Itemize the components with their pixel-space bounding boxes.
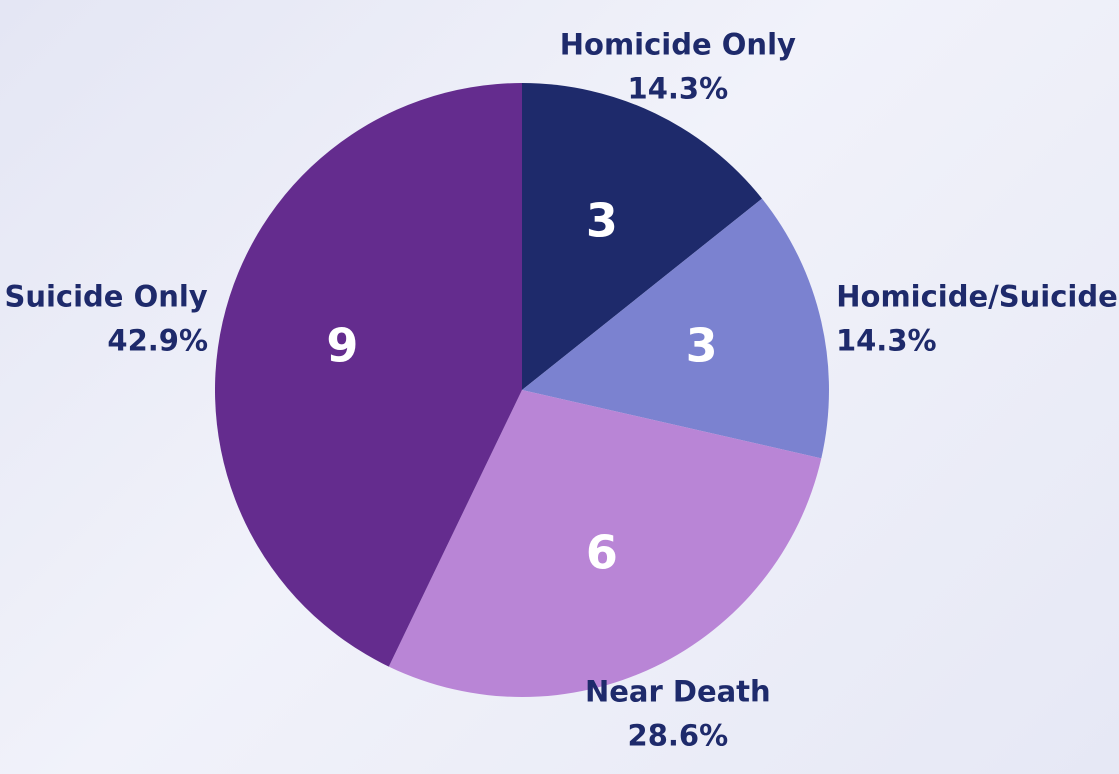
category-label: Homicide/Suicide (836, 279, 1118, 313)
slice-value: 3 (586, 194, 618, 248)
pie-slice (388, 390, 822, 697)
percent-label: 42.9% (107, 323, 208, 357)
slice-value: 3 (686, 319, 718, 373)
category-label: Near Death (585, 675, 771, 709)
percent-label: 28.6% (628, 719, 729, 753)
pie-slice (215, 83, 523, 667)
slice-value: 9 (326, 319, 358, 373)
percent-label: 14.3% (836, 323, 937, 357)
category-label: Suicide Only (4, 279, 207, 313)
pie-slice (522, 83, 763, 390)
percent-label: 14.3% (628, 71, 729, 105)
pie-slice (522, 198, 829, 459)
category-label: Homicide Only (560, 27, 796, 61)
slice-value: 6 (586, 525, 618, 579)
